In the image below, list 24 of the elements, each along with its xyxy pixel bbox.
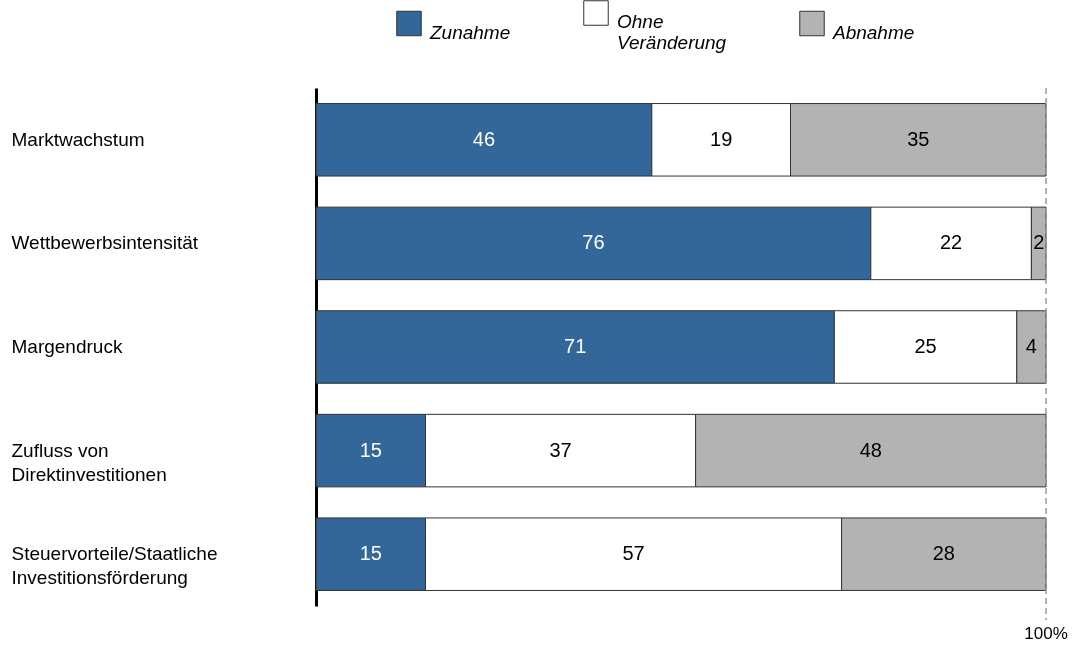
data-label: 19 [710,127,733,150]
y-tick-label: Wettbewerbsintensität [11,232,199,254]
data-label: 71 [564,335,587,357]
data-label: 35 [907,127,930,150]
data-label: 15 [359,542,382,565]
y-tick-label: Zufluss von Direktinvestitionen [11,439,167,485]
legend-label: Ohne Veränderung [617,11,727,53]
data-label: 76 [582,231,605,254]
data-label: 46 [472,127,496,150]
data-label: 28 [932,542,955,565]
y-tick-label: Steuervorteile/Staatliche Investitionsförderung [11,543,218,589]
ref-line-label: 100% [1024,624,1068,643]
data-label: 37 [549,438,572,461]
y-tick-label: Marktwachstum [11,128,145,150]
data-label: 22 [939,231,963,254]
data-label: 48 [859,438,882,461]
data-label: 15 [359,438,382,461]
data-label: 57 [622,542,645,565]
data-label: 4 [1025,335,1037,357]
data-label: 25 [914,335,937,357]
y-tick-label: Margendruck [11,336,123,357]
data-label: 2 [1033,231,1045,254]
legend-label: Zunahme [429,21,511,43]
legend-label: Abnahme [832,21,915,43]
